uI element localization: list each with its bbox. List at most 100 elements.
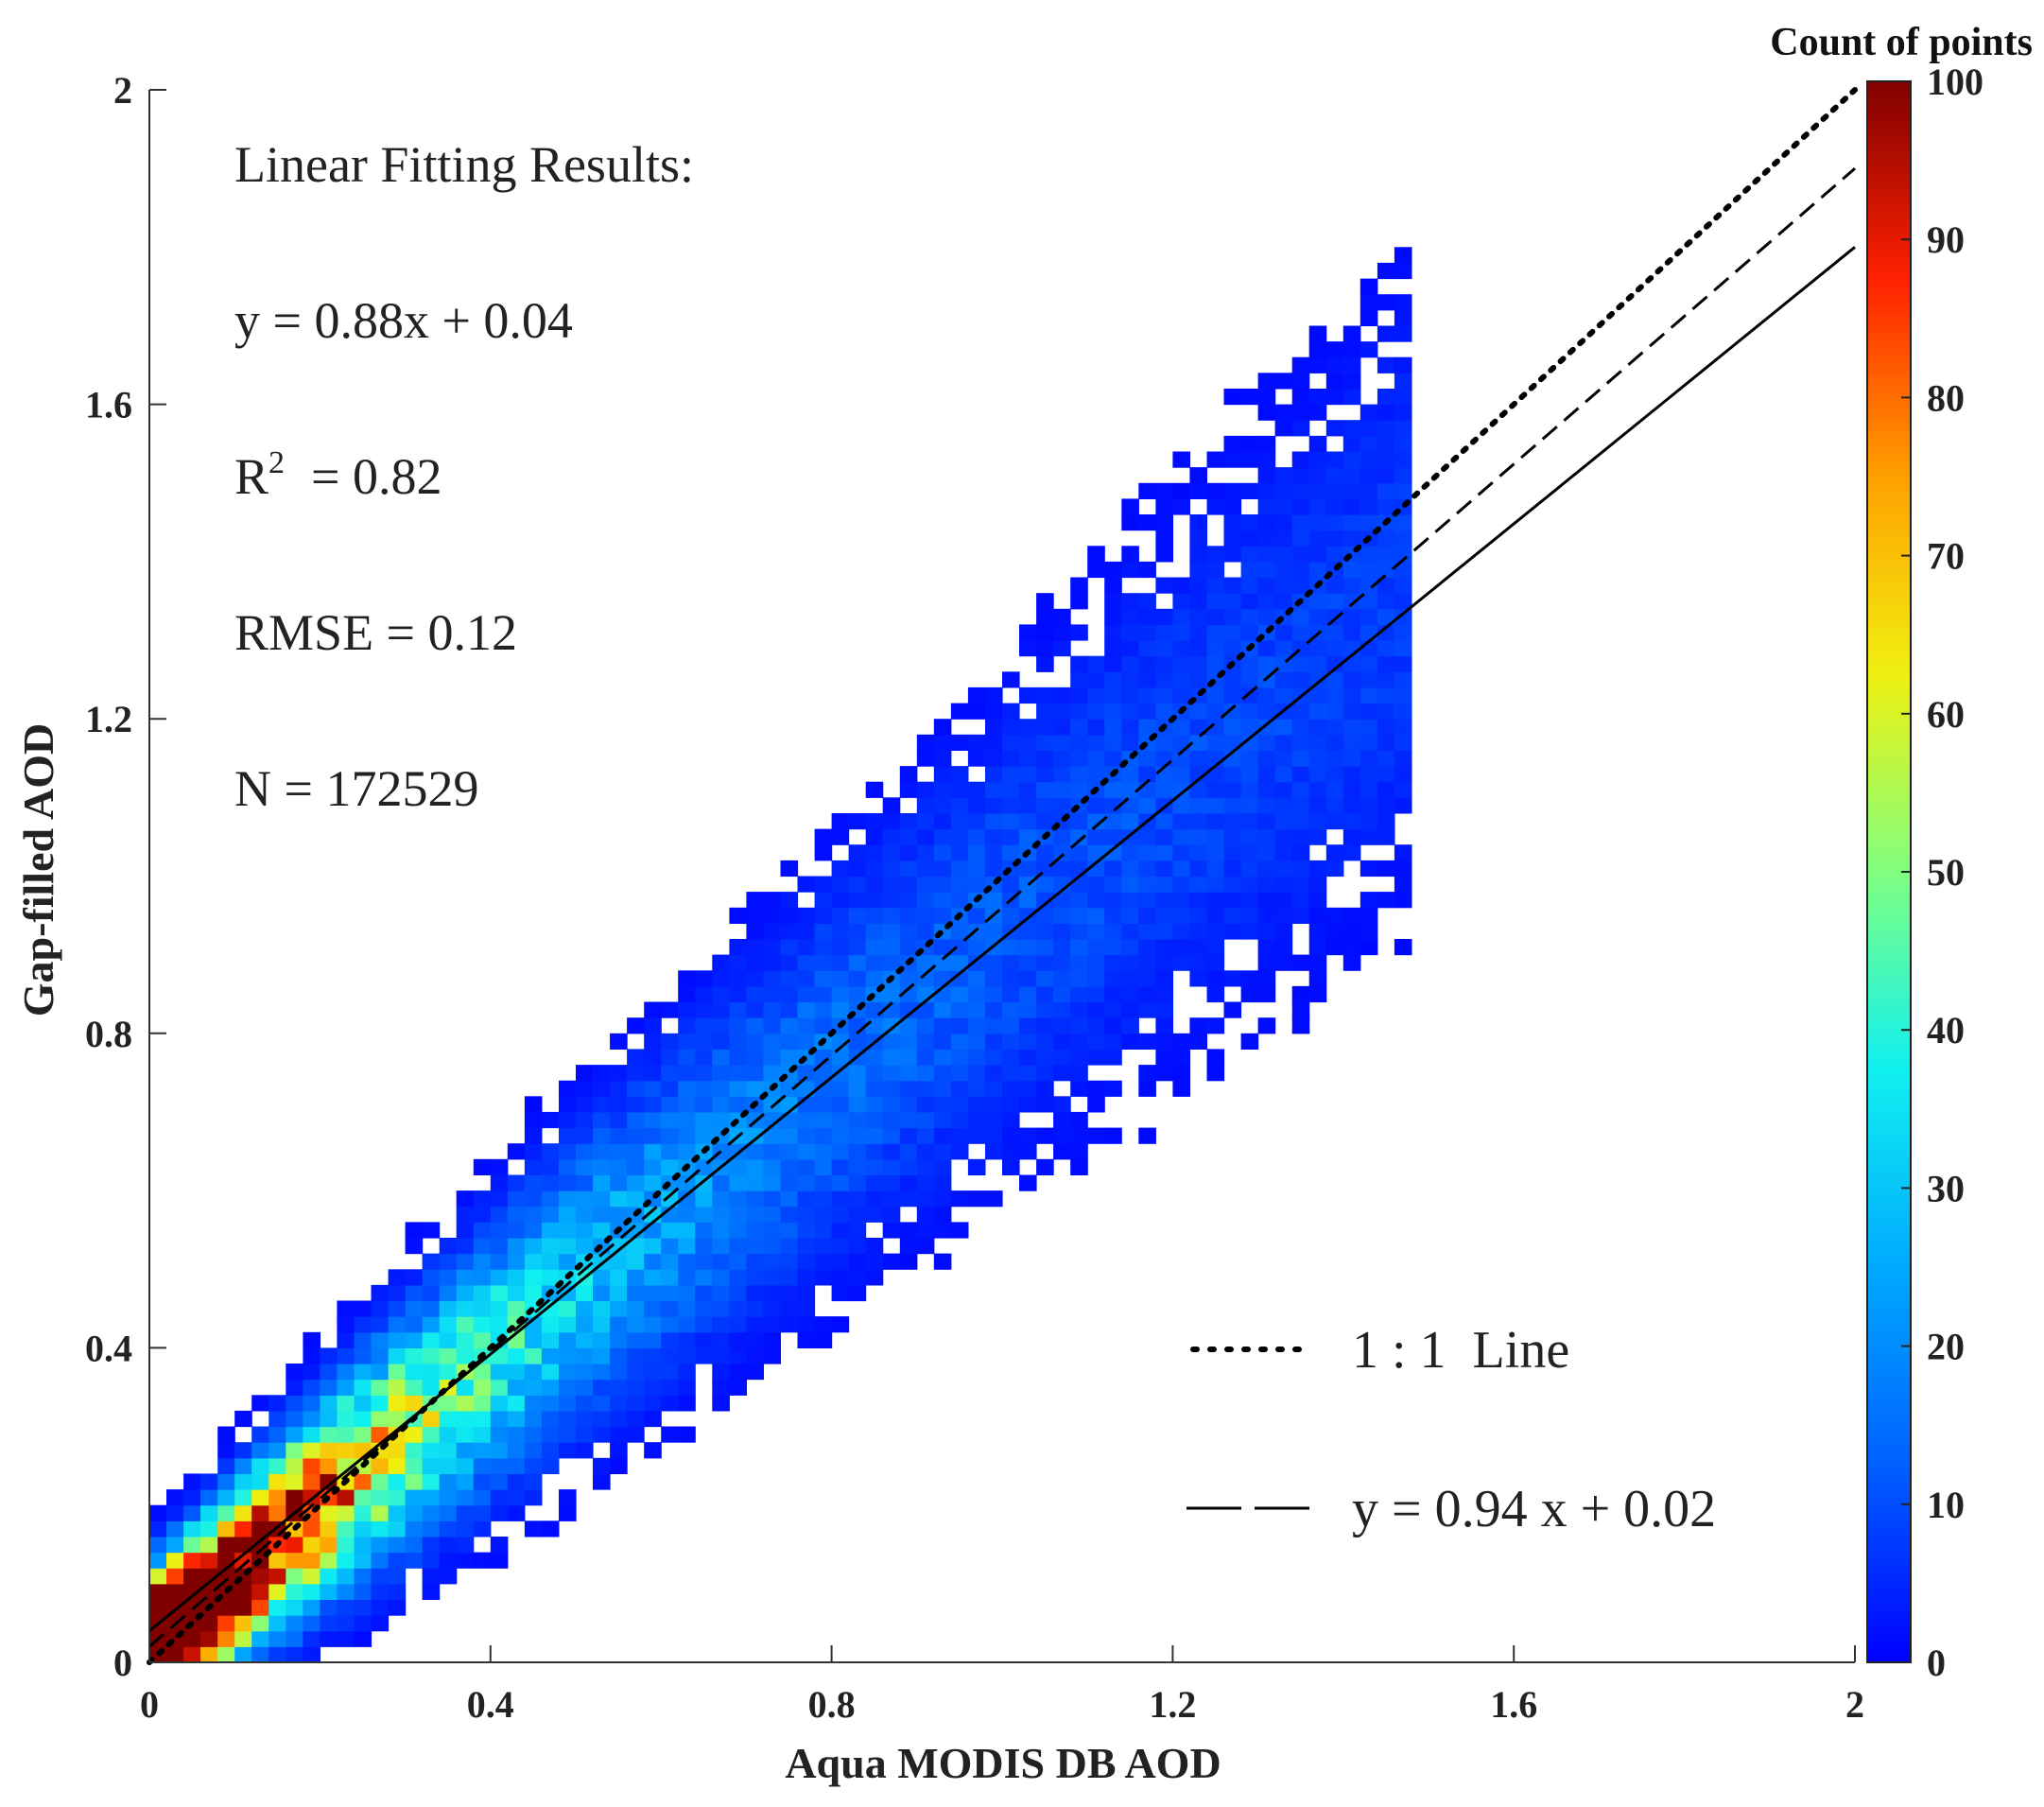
density-cell — [439, 1473, 458, 1490]
density-cell — [234, 1457, 252, 1474]
density-cell — [1257, 985, 1276, 1003]
density-cell — [1155, 828, 1173, 845]
density-cell — [610, 1300, 628, 1317]
density-cell — [1189, 640, 1207, 657]
density-cell — [1240, 985, 1259, 1003]
density-cell — [507, 1174, 526, 1191]
density-cell — [916, 970, 935, 987]
density-cell — [1223, 907, 1242, 924]
density-cell — [933, 1206, 952, 1223]
density-cell — [1206, 719, 1225, 736]
density-cell — [1257, 907, 1276, 924]
density-cell — [1394, 703, 1412, 720]
density-cell — [780, 985, 799, 1003]
density-cell — [559, 1364, 577, 1381]
density-cell — [780, 923, 799, 940]
density-cell — [1342, 719, 1361, 736]
density-cell — [933, 828, 952, 845]
x-tick-label: 1.2 — [1149, 1683, 1196, 1726]
density-cell — [388, 1331, 407, 1348]
density-cell — [1394, 844, 1412, 861]
density-cell — [1189, 781, 1207, 798]
density-cell — [1104, 593, 1122, 610]
density-cell — [678, 1316, 696, 1333]
density-cell — [439, 1284, 458, 1302]
density-cell — [1360, 750, 1378, 767]
density-cell — [320, 1568, 338, 1585]
density-cell — [1240, 624, 1259, 641]
density-cell — [933, 907, 952, 924]
density-cell — [1138, 939, 1156, 956]
density-cell — [882, 813, 901, 830]
density-cell — [1308, 813, 1327, 830]
density-cell — [1274, 939, 1293, 956]
density-cell — [268, 1457, 286, 1474]
density-cell — [610, 1364, 628, 1381]
density-cell — [916, 1017, 935, 1034]
density-cell — [473, 1190, 492, 1208]
density-cell — [388, 1583, 407, 1600]
density-cell — [933, 1049, 952, 1066]
density-cell — [1325, 514, 1344, 531]
density-cell — [490, 1379, 509, 1396]
density-cell — [320, 1552, 338, 1569]
density-cell — [763, 939, 781, 956]
density-cell — [1394, 530, 1412, 547]
density-cell — [456, 1253, 475, 1270]
density-cell — [217, 1615, 235, 1632]
density-cell — [456, 1379, 475, 1396]
density-cell — [268, 1630, 286, 1647]
density-cell — [337, 1410, 355, 1428]
density-cell — [1036, 655, 1054, 672]
density-cell — [1240, 719, 1259, 736]
density-cell — [678, 1238, 696, 1255]
density-cell — [1121, 671, 1139, 688]
density-cell — [490, 1457, 509, 1474]
density-cell — [456, 1190, 475, 1208]
density-cell — [576, 1238, 594, 1255]
density-cell — [1036, 1001, 1054, 1018]
density-cell — [1104, 797, 1122, 814]
density-cell — [456, 1457, 475, 1474]
density-cell — [729, 1001, 747, 1018]
density-cell — [661, 1065, 679, 1082]
density-cell — [1291, 907, 1310, 924]
density-cell — [1155, 813, 1173, 830]
density-cell — [354, 1410, 372, 1428]
density-cell — [865, 1190, 884, 1208]
density-cell — [814, 985, 833, 1003]
density-cell — [1308, 404, 1327, 421]
density-cell — [678, 1017, 696, 1034]
density-cell — [1394, 671, 1412, 688]
density-cell — [1070, 907, 1088, 924]
density-cell — [695, 985, 713, 1003]
density-cell — [865, 939, 884, 956]
density-cell — [780, 1080, 799, 1097]
legend: 1 : 1 Line y = 0.94 x + 0.02 — [1187, 1321, 1716, 1538]
density-cell — [1223, 923, 1242, 940]
density-cell — [1104, 624, 1122, 641]
density-cell — [985, 686, 1003, 704]
density-cell — [354, 1426, 372, 1443]
density-cell — [371, 1489, 390, 1506]
density-cell — [695, 1080, 713, 1097]
density-cell — [576, 1065, 594, 1082]
density-cell — [899, 1127, 918, 1144]
density-cell — [831, 828, 850, 845]
density-cell — [1257, 750, 1276, 767]
density-cell — [1308, 734, 1327, 751]
density-cell — [1138, 719, 1156, 736]
density-cell — [320, 1537, 338, 1554]
density-cell — [985, 797, 1003, 814]
density-cell — [729, 1096, 747, 1113]
density-cell — [200, 1646, 218, 1663]
density-cell — [695, 1316, 713, 1333]
density-cell — [371, 1552, 390, 1569]
density-cell — [268, 1489, 286, 1506]
density-cell — [1172, 624, 1190, 641]
density-cell — [1360, 467, 1378, 484]
density-cell — [593, 1158, 611, 1175]
density-cell — [541, 1222, 560, 1239]
density-cell — [1240, 734, 1259, 751]
density-cell — [865, 1206, 884, 1223]
